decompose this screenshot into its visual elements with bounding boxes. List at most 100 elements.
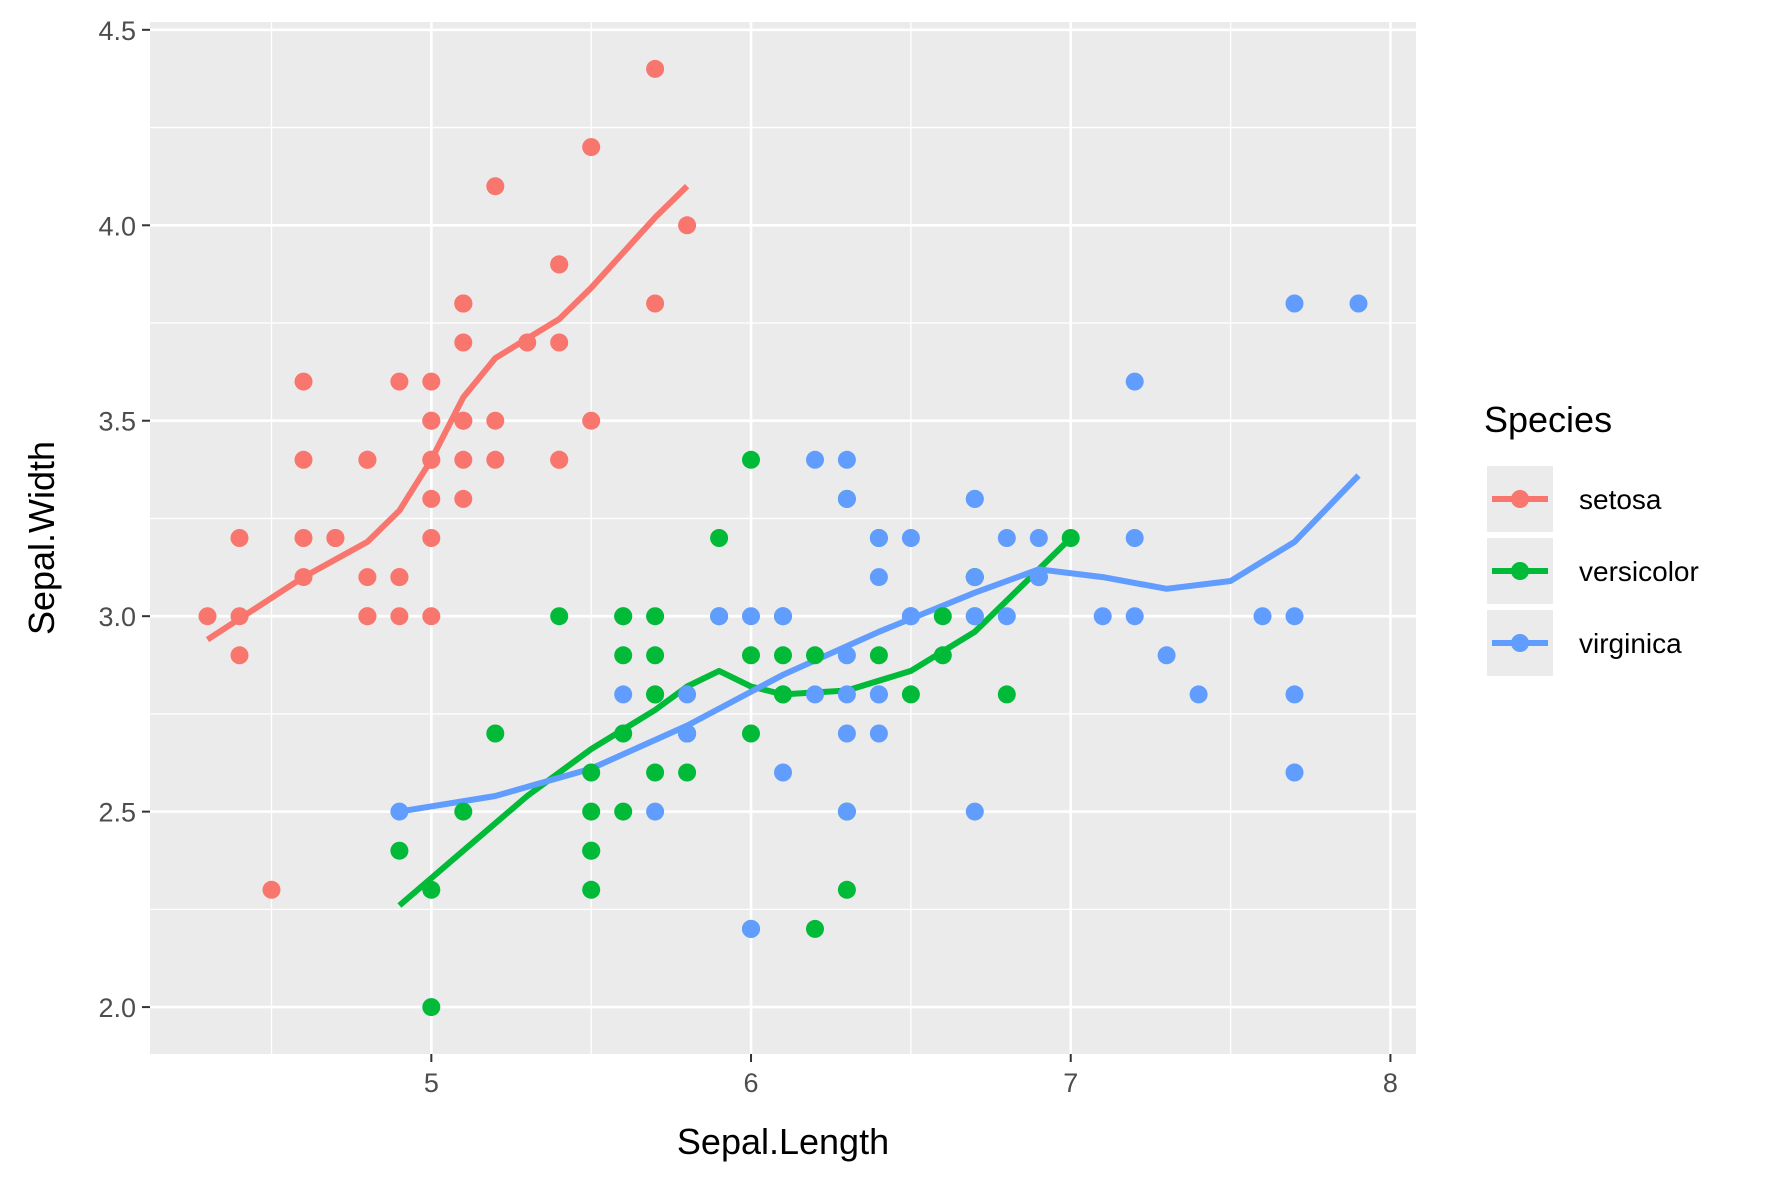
point-versicolor: [582, 763, 601, 782]
point-setosa: [230, 607, 249, 626]
point-versicolor: [614, 724, 633, 743]
point-virginica: [997, 529, 1016, 547]
plot-panel: [150, 22, 1416, 1054]
point-virginica: [806, 450, 824, 469]
point-versicolor: [454, 802, 473, 821]
point-setosa: [422, 411, 441, 430]
point-virginica: [837, 450, 856, 469]
point-virginica: [678, 724, 697, 743]
x-axis: 5 6 7 8: [424, 1054, 1398, 1098]
legend-items: setosa versicolor virginica: [1487, 466, 1699, 676]
point-versicolor: [806, 646, 824, 665]
smooth-line-versicolor: [397, 535, 1073, 908]
point-virginica: [1285, 763, 1304, 782]
point-virginica: [1253, 607, 1272, 626]
point-virginica: [965, 489, 984, 508]
x-tick-label: 8: [1383, 1068, 1398, 1098]
point-virginica: [1029, 529, 1048, 547]
point-setosa: [390, 607, 409, 626]
point-versicolor: [646, 685, 665, 704]
data-points: [198, 59, 1368, 1017]
legend-dot-virginica: [1511, 634, 1529, 652]
point-versicolor: [582, 841, 601, 860]
point-versicolor: [582, 880, 601, 899]
point-virginica: [1285, 294, 1304, 313]
point-setosa: [358, 607, 377, 626]
point-setosa: [454, 294, 473, 313]
point-setosa: [326, 529, 345, 547]
point-versicolor: [742, 724, 760, 743]
x-tick-label: 7: [1063, 1068, 1078, 1098]
point-setosa: [550, 255, 569, 274]
legend-label-virginica: virginica: [1579, 628, 1682, 659]
point-versicolor: [646, 646, 665, 665]
point-virginica: [1125, 607, 1144, 626]
point-virginica: [774, 607, 792, 626]
point-virginica: [1285, 607, 1304, 626]
point-versicolor: [837, 880, 856, 899]
point-setosa: [294, 450, 313, 469]
point-virginica: [901, 529, 920, 547]
point-versicolor: [614, 646, 633, 665]
point-virginica: [390, 802, 409, 821]
point-setosa: [262, 880, 281, 899]
y-axis: 2.0 2.5 3.0 3.5 4.0 4.5: [98, 16, 150, 1023]
point-setosa: [422, 489, 441, 508]
point-versicolor: [614, 802, 633, 821]
point-versicolor: [901, 685, 920, 704]
point-setosa: [678, 216, 697, 235]
point-virginica: [965, 607, 984, 626]
x-tick-label: 6: [744, 1068, 759, 1098]
point-setosa: [422, 607, 441, 626]
point-virginica: [742, 607, 760, 626]
point-versicolor: [422, 880, 441, 899]
point-versicolor: [933, 646, 952, 665]
point-versicolor: [933, 607, 952, 626]
point-setosa: [294, 372, 313, 391]
point-versicolor: [806, 919, 824, 938]
point-setosa: [422, 372, 441, 391]
point-virginica: [837, 685, 856, 704]
point-setosa: [646, 59, 665, 78]
point-setosa: [518, 333, 537, 352]
point-versicolor: [774, 685, 792, 704]
legend-label-versicolor: versicolor: [1579, 556, 1699, 587]
point-virginica: [1029, 568, 1048, 587]
point-setosa: [550, 333, 569, 352]
point-virginica: [1125, 372, 1144, 391]
point-virginica: [965, 568, 984, 587]
point-virginica: [1093, 607, 1112, 626]
point-versicolor: [390, 841, 409, 860]
point-versicolor: [646, 607, 665, 626]
point-virginica: [837, 802, 856, 821]
point-versicolor: [550, 607, 569, 626]
point-versicolor: [869, 646, 888, 665]
point-setosa: [358, 568, 377, 587]
point-setosa: [230, 646, 249, 665]
point-virginica: [901, 607, 920, 626]
legend-label-setosa: setosa: [1579, 484, 1662, 515]
point-setosa: [550, 450, 569, 469]
point-setosa: [454, 333, 473, 352]
point-virginica: [710, 607, 729, 626]
y-tick-label: 4.0: [98, 211, 136, 241]
point-setosa: [454, 450, 473, 469]
point-versicolor: [742, 450, 760, 469]
point-virginica: [965, 802, 984, 821]
y-tick-label: 2.5: [98, 798, 136, 828]
point-virginica: [1125, 529, 1144, 547]
point-virginica: [742, 919, 760, 938]
point-versicolor: [614, 607, 633, 626]
point-setosa: [358, 450, 377, 469]
point-virginica: [1285, 685, 1304, 704]
point-virginica: [837, 646, 856, 665]
point-setosa: [390, 568, 409, 587]
point-virginica: [1157, 646, 1176, 665]
point-setosa: [390, 372, 409, 391]
point-virginica: [614, 685, 633, 704]
legend-title: Species: [1484, 399, 1612, 440]
point-virginica: [997, 607, 1016, 626]
point-setosa: [486, 450, 505, 469]
point-setosa: [582, 411, 601, 430]
point-virginica: [869, 685, 888, 704]
